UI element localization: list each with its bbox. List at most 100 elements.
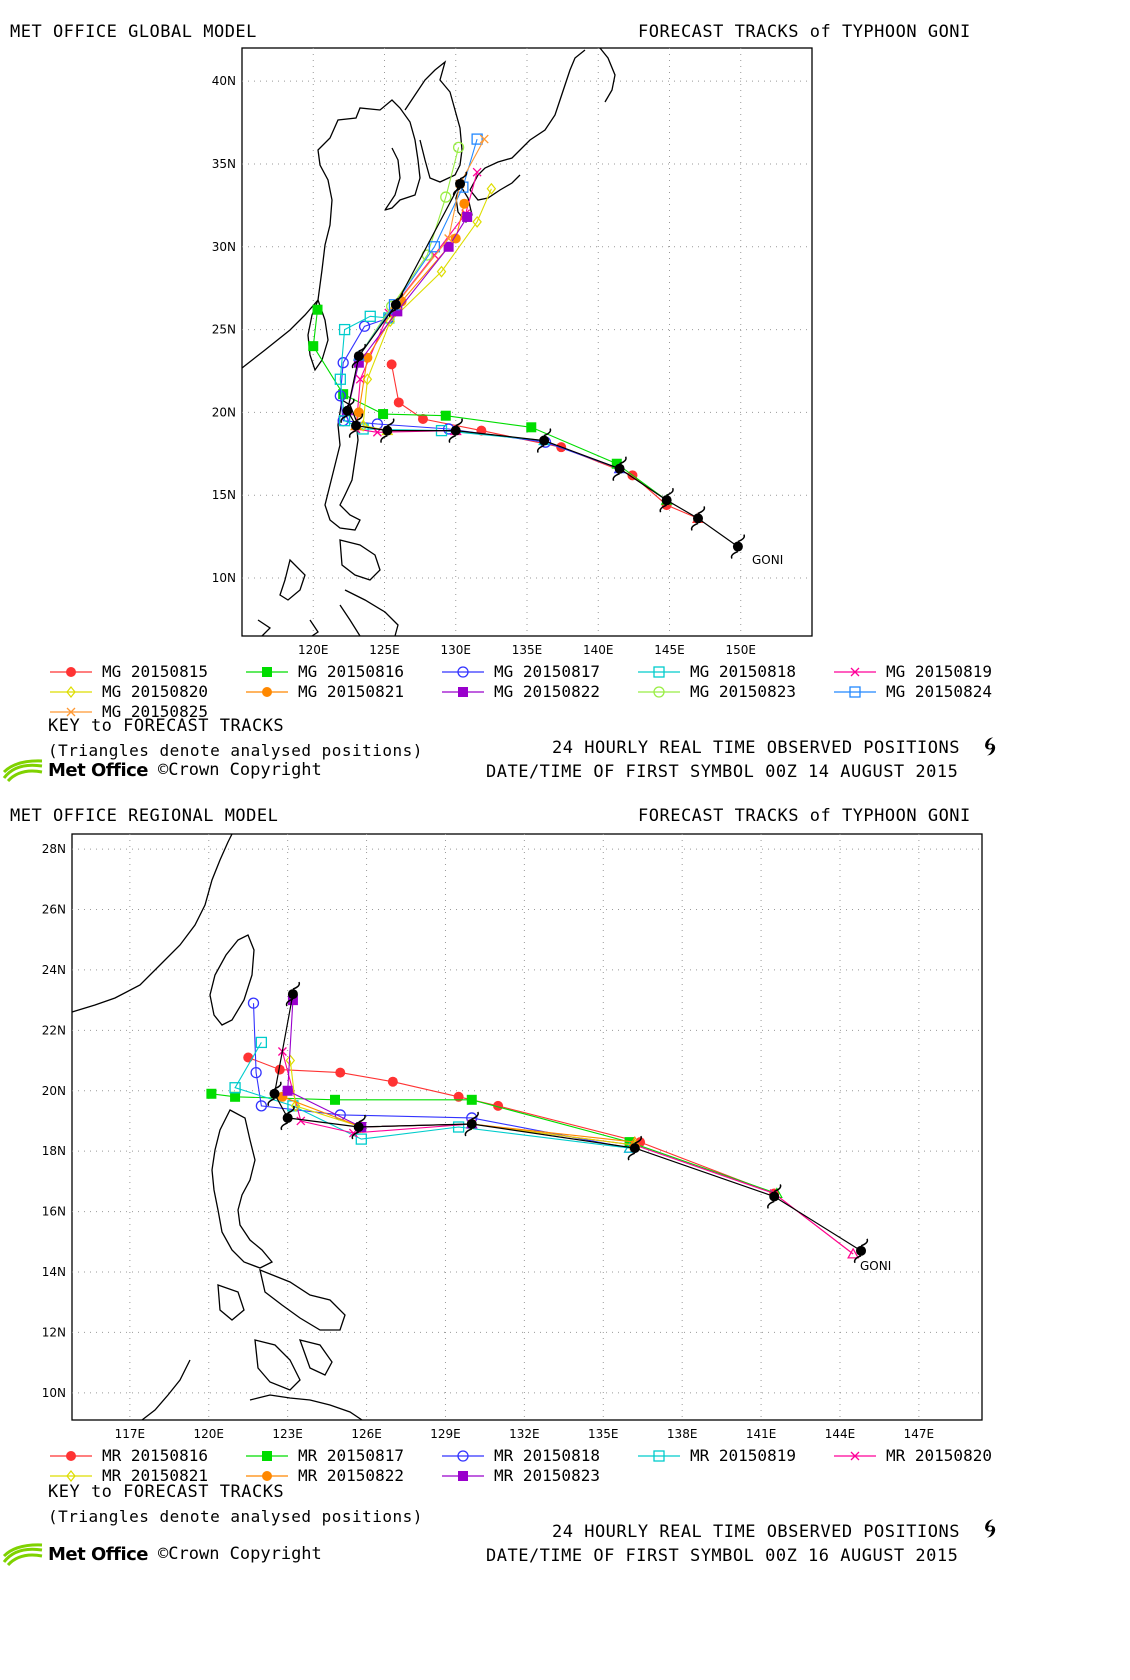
track-point-marker bbox=[262, 686, 272, 697]
lat-tick-label: 40N bbox=[212, 74, 236, 88]
track-point-marker bbox=[255, 1036, 268, 1049]
lon-tick-label: 120E bbox=[194, 1427, 225, 1441]
legend-label: MG 20150818 bbox=[690, 662, 796, 681]
lat-tick-label: 26N bbox=[42, 903, 66, 917]
track-point-marker bbox=[472, 215, 482, 228]
legend-item: MG 20150818 bbox=[636, 662, 796, 681]
legend-label: MG 20150821 bbox=[298, 682, 404, 701]
track-point-marker bbox=[457, 1449, 469, 1462]
lon-tick-label: 138E bbox=[667, 1427, 698, 1441]
track-point-marker bbox=[653, 685, 665, 698]
lon-tick-label: 117E bbox=[115, 1427, 146, 1441]
regional-coastlines bbox=[71, 833, 363, 1421]
legend-swatch-icon bbox=[834, 667, 876, 676]
legend-item: MG 20150815 bbox=[48, 662, 208, 681]
lon-tick-label: 120E bbox=[298, 643, 329, 657]
typhoon-symbol-icon bbox=[280, 1105, 295, 1131]
track-point-marker bbox=[378, 409, 389, 420]
legend-label: MG 20150820 bbox=[102, 682, 208, 701]
crown-copyright: ©Crown Copyright bbox=[158, 1544, 322, 1564]
legend-label: MG 20150824 bbox=[886, 682, 992, 701]
met-office-wordmark: Met Office bbox=[48, 759, 149, 781]
regional-forecast-tracks bbox=[206, 995, 860, 1259]
typhoon-symbol-icon bbox=[659, 487, 674, 513]
lon-tick-label: 141E bbox=[746, 1427, 777, 1441]
legend-item: MR 20150819 bbox=[636, 1446, 796, 1465]
global-lon-tick-labels: 120E 125E 130E 135E 140E 145E 150E bbox=[298, 643, 756, 657]
forecast-track bbox=[352, 133, 483, 361]
typhoon-symbol-icon bbox=[627, 1135, 642, 1161]
lon-tick-label: 135E bbox=[588, 1427, 619, 1441]
legend-label: MR 20150823 bbox=[494, 1466, 600, 1485]
legend-swatch-icon bbox=[246, 1470, 288, 1481]
lat-tick-label: 10N bbox=[42, 1386, 66, 1400]
crown-copyright: ©Crown Copyright bbox=[158, 760, 322, 780]
legend-swatch-icon bbox=[442, 1470, 484, 1481]
track-point-marker bbox=[850, 667, 860, 676]
legend-item: MR 20150818 bbox=[440, 1446, 600, 1465]
legend-swatch-icon bbox=[442, 1449, 484, 1462]
global-coastlines bbox=[241, 47, 616, 637]
track-point-marker bbox=[355, 374, 365, 384]
typhoon-symbol-icon bbox=[285, 981, 301, 1007]
regional-gridlines bbox=[72, 834, 982, 1420]
analysed-position-triangle bbox=[847, 1247, 860, 1259]
legend-item: MR 20150817 bbox=[244, 1446, 404, 1465]
legend-label: MR 20150816 bbox=[102, 1446, 208, 1465]
track-point-marker bbox=[385, 315, 395, 328]
typhoon-symbol-icon bbox=[853, 1238, 869, 1264]
track-point-marker bbox=[274, 1064, 285, 1075]
legend-swatch-icon bbox=[50, 685, 92, 698]
track-point-marker bbox=[338, 415, 351, 427]
regional-map-frame bbox=[71, 833, 983, 1421]
track-point-marker bbox=[66, 1450, 76, 1461]
legend-item: MG 20150817 bbox=[440, 662, 600, 681]
lon-tick-label: 130E bbox=[441, 643, 472, 657]
legend-swatch-icon bbox=[50, 666, 92, 677]
lat-tick-label: 30N bbox=[212, 240, 236, 254]
legend-item: MR 20150816 bbox=[48, 1446, 208, 1465]
legend-item: MG 20150824 bbox=[832, 682, 992, 701]
track-point-marker bbox=[282, 1085, 293, 1096]
global-observed-symbol-icon: 🌀︎ bbox=[984, 732, 997, 762]
global-track-map: GONI 120E 125E 130E 135E 140E 145E 150E 10N 15N… bbox=[212, 47, 813, 657]
legend-swatch-icon bbox=[638, 685, 680, 698]
global-triangles-note: (Triangles denote analysed positions) bbox=[48, 741, 423, 760]
track-point-marker bbox=[462, 211, 473, 222]
forecast-track-line bbox=[358, 147, 460, 357]
track-point-marker bbox=[66, 707, 76, 716]
legend-item: MR 20150821 bbox=[48, 1466, 208, 1485]
legend-swatch-icon bbox=[638, 1449, 680, 1462]
typhoon-symbol-icon bbox=[267, 1081, 282, 1107]
track-point-marker bbox=[850, 1451, 860, 1460]
lat-tick-label: 14N bbox=[42, 1265, 66, 1279]
track-point-marker bbox=[287, 995, 298, 1006]
track-point-marker bbox=[457, 665, 469, 678]
legend-swatch-icon bbox=[834, 685, 876, 698]
regional-triangles-note: (Triangles denote analysed positions) bbox=[48, 1507, 423, 1526]
track-point-marker bbox=[526, 422, 537, 433]
global-lat-tick-labels: 10N 15N 20N 25N 30N 35N 40N bbox=[212, 74, 236, 585]
legend-swatch-icon bbox=[246, 666, 288, 677]
regional-storm-label: GONI bbox=[860, 1259, 891, 1273]
track-point-marker bbox=[436, 265, 447, 278]
legend-label: MG 20150822 bbox=[494, 682, 600, 701]
typhoon-symbol-icon bbox=[767, 1184, 782, 1209]
legend-item: MG 20150823 bbox=[636, 682, 796, 701]
global-observed-label: 24 HOURLY REAL TIME OBSERVED POSITIONS bbox=[552, 738, 960, 758]
track-point-marker bbox=[493, 1100, 504, 1111]
track-point-marker bbox=[66, 1469, 76, 1482]
track-point-marker bbox=[611, 458, 622, 469]
lat-tick-label: 12N bbox=[42, 1325, 66, 1339]
legend-item: MR 20150820 bbox=[832, 1446, 992, 1465]
track-point-marker bbox=[338, 323, 351, 336]
track-point-marker bbox=[353, 357, 364, 368]
track-point-marker bbox=[308, 341, 319, 352]
lon-tick-label: 126E bbox=[351, 1427, 382, 1441]
track-point-marker bbox=[486, 182, 497, 195]
lon-tick-label: 125E bbox=[369, 643, 400, 657]
forecast-track-line bbox=[358, 138, 478, 357]
lon-tick-label: 140E bbox=[583, 643, 614, 657]
track-point-marker bbox=[66, 685, 76, 698]
